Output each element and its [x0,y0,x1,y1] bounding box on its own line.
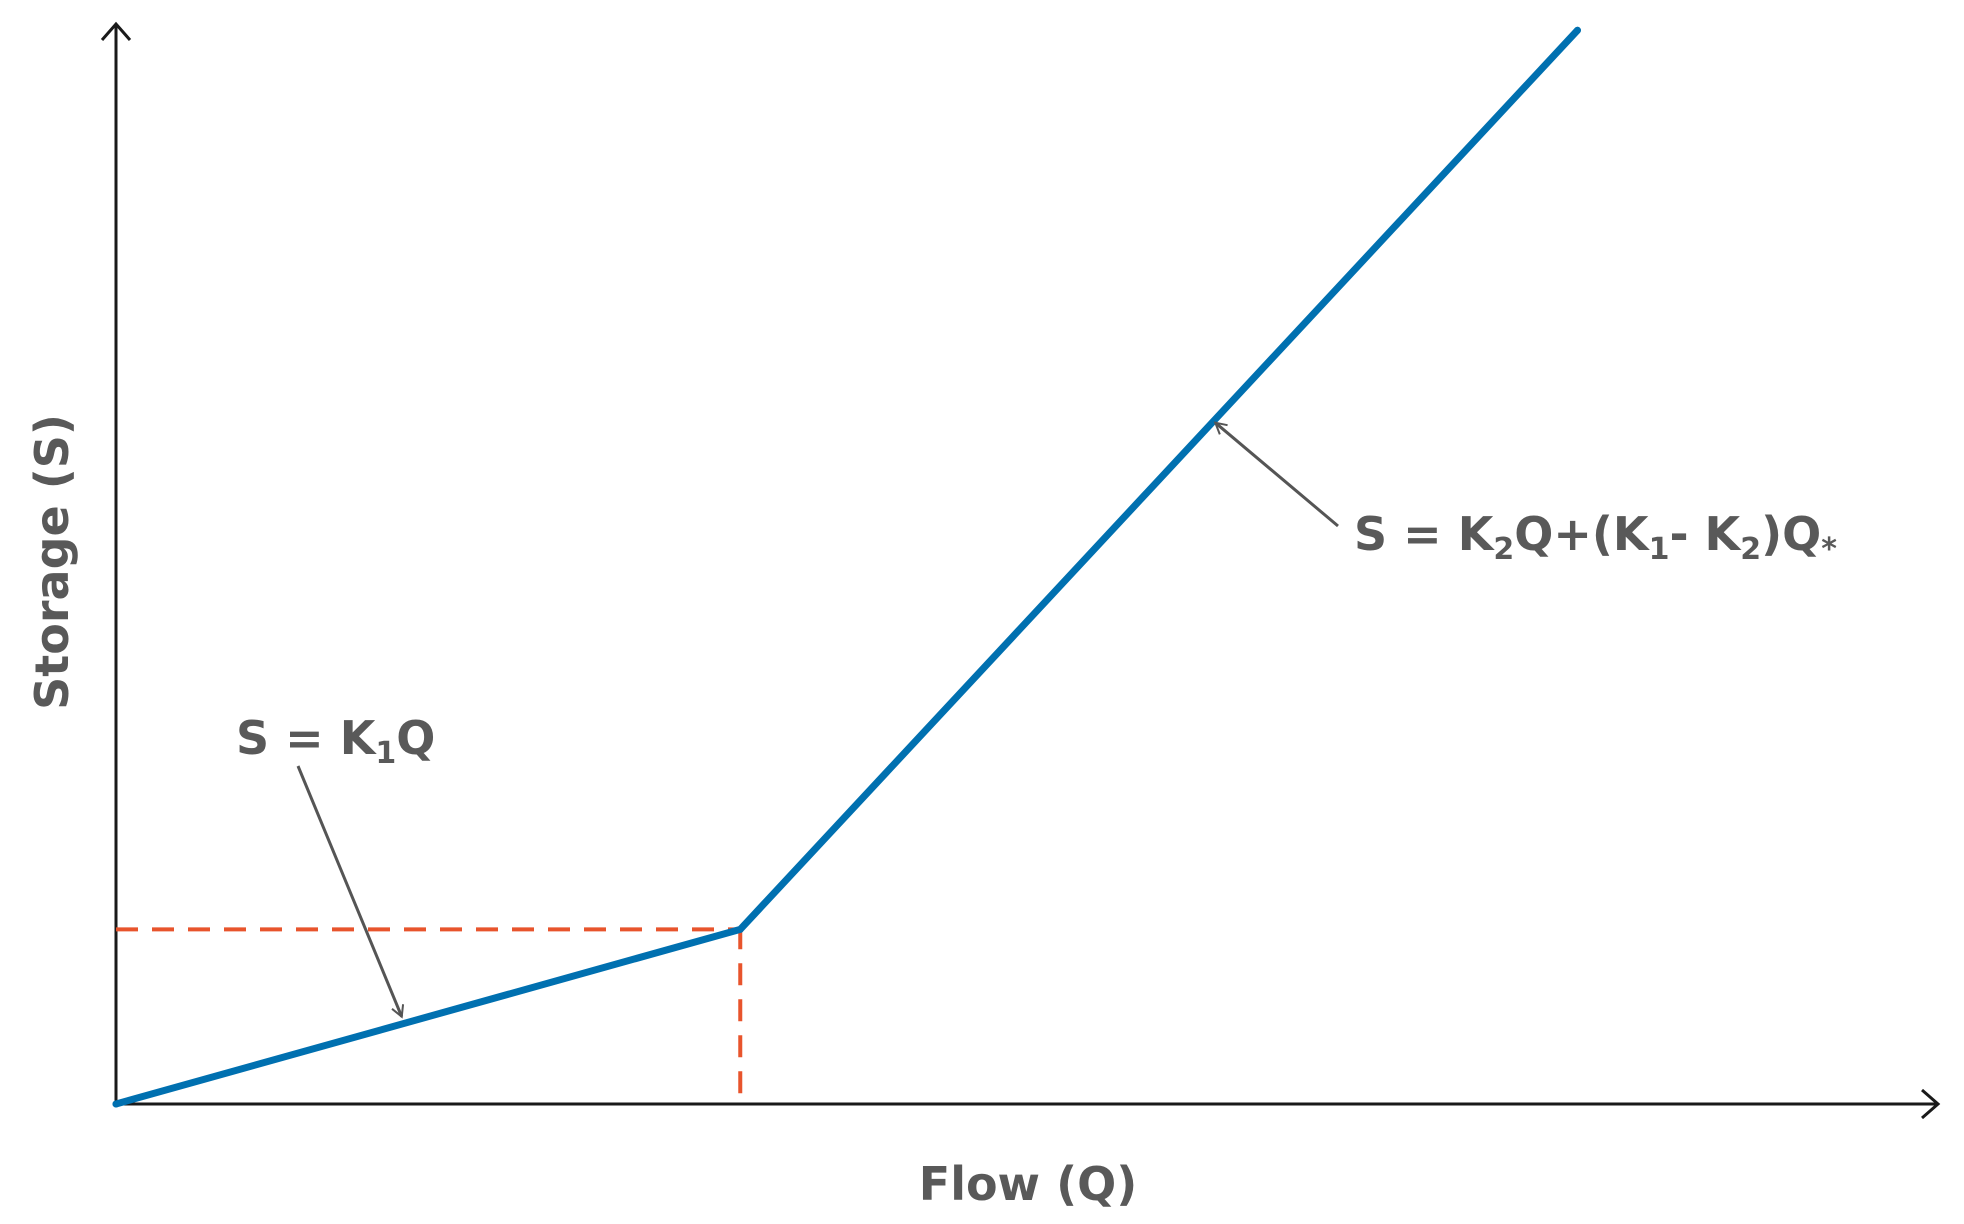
annotation-linear-storage: S = K1Q [236,711,435,771]
series-point [736,925,744,933]
series-line [112,26,1581,1108]
subscript: 1 [375,736,396,771]
equation-text: )Q [1761,507,1821,561]
y-axis-arrow-icon [100,21,132,41]
equation-text: S = K [236,711,378,765]
subscript: 2 [1493,532,1514,567]
equation-text: Q [396,711,435,765]
subscript: 1 [1649,532,1670,567]
annotation-pointer-arrow [1215,423,1339,528]
equation-text: - K [1669,507,1742,561]
subscript: 2 [1740,532,1761,567]
x-axis-arrow-icon [1921,1088,1941,1120]
annotation-nonlinear-storage: S = K2Q+(K1- K2)Q* [1354,507,1837,567]
annotation-pointer-arrow [296,765,402,1017]
equation-text: S = K [1354,507,1496,561]
y-axis-label: Storage (S) [25,414,79,710]
x-axis-label: Flow (Q) [919,1157,1137,1211]
series-point [112,1100,120,1108]
subscript: * [1821,532,1837,567]
series-point [1573,26,1581,34]
equation-text: Q+(K [1514,507,1651,561]
